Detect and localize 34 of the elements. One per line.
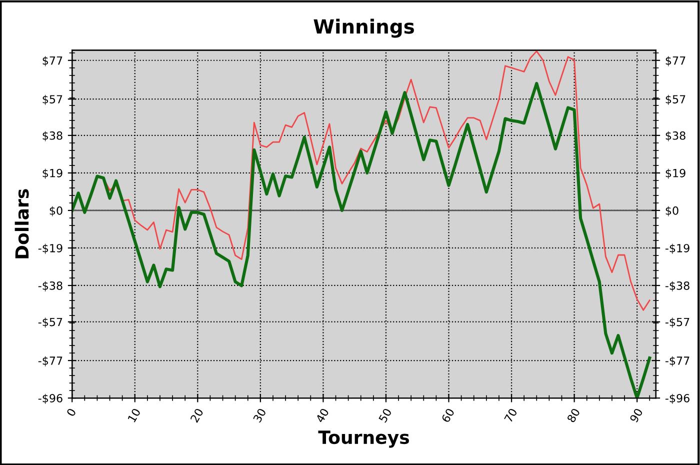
y2-tick-label: $57 (666, 94, 686, 105)
y2-tick-label: $19 (666, 168, 686, 179)
x-tick-label: 60 (441, 408, 455, 423)
x-axis-title: Tourneys (318, 430, 409, 448)
x-tick-label: 50 (378, 408, 392, 423)
y-tick-label: -$19 (38, 244, 62, 254)
y2-tick-label: $38 (666, 131, 686, 142)
y2-tick-label: $0 (666, 206, 678, 216)
y2-tick-label: -$57 (665, 318, 690, 328)
x-tick-label: 20 (190, 408, 204, 423)
y-tick-label: -$96 (38, 394, 62, 404)
line-series (72, 82, 652, 398)
y-tick-label: $38 (42, 131, 62, 142)
y-tick-label: $57 (42, 94, 62, 105)
y-tick-label: -$77 (38, 356, 62, 366)
y-tick-label: -$57 (38, 318, 62, 328)
y2-tick-label: $77 (666, 56, 686, 66)
x-tick-label: 0 (66, 408, 76, 417)
chart-title: Winnings (314, 18, 414, 38)
y2-tick-label: -$77 (665, 356, 690, 366)
x-tick-label: 10 (127, 408, 141, 423)
x-tick-label: 40 (315, 408, 330, 424)
y-axis-title: Dollars (14, 189, 29, 258)
x-tick-label: 30 (252, 408, 266, 423)
y-tick-label: -$38 (38, 281, 62, 292)
y2-tick-label: -$96 (665, 394, 690, 404)
y2-tick-label: -$38 (665, 281, 690, 292)
x-tick-label: 80 (566, 408, 580, 423)
y-tick-label: $77 (42, 56, 62, 66)
y-tick-label: $0 (50, 206, 62, 216)
y2-tick-label: -$19 (665, 244, 690, 254)
x-tick-label: 70 (504, 408, 518, 423)
x-tick-label: 90 (629, 408, 644, 424)
y-tick-label: $19 (42, 168, 62, 179)
